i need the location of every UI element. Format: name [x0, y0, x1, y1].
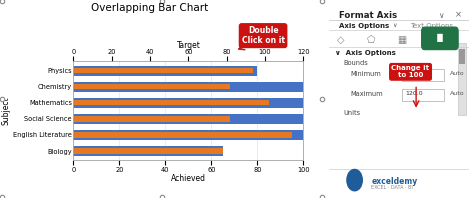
Text: Axis Options: Axis Options	[339, 23, 390, 29]
Bar	[458, 43, 466, 114]
Bar	[402, 89, 444, 101]
Text: ∨: ∨	[392, 23, 397, 28]
Bar	[459, 49, 465, 64]
FancyBboxPatch shape	[422, 27, 458, 50]
Bar	[73, 68, 253, 73]
Text: ▐: ▐	[429, 35, 437, 45]
Text: Maximum: Maximum	[350, 91, 383, 97]
Bar	[402, 69, 444, 81]
X-axis label: Achieved: Achieved	[171, 174, 206, 183]
Text: Text Options: Text Options	[410, 23, 454, 29]
Text: 120.0: 120.0	[405, 91, 422, 96]
Text: Double
Click on it: Double Click on it	[242, 26, 284, 45]
Text: Units: Units	[343, 110, 361, 116]
Text: Overlapping Bar Chart: Overlapping Bar Chart	[91, 3, 208, 13]
Text: ∨  Axis Options: ∨ Axis Options	[335, 50, 396, 56]
Text: Change it
to 100: Change it to 100	[392, 65, 429, 78]
Text: ∨: ∨	[438, 11, 444, 20]
Bar	[73, 148, 223, 154]
Text: ⬠: ⬠	[367, 35, 375, 45]
Text: ▦: ▦	[398, 35, 407, 45]
Bar	[73, 114, 303, 124]
Bar	[73, 146, 223, 156]
Text: Auto: Auto	[450, 71, 465, 76]
Circle shape	[347, 169, 362, 191]
Bar	[73, 100, 269, 106]
Bar	[73, 84, 230, 89]
Bar	[73, 98, 303, 108]
Text: Format Axis: Format Axis	[339, 11, 397, 20]
X-axis label: Target: Target	[176, 41, 201, 50]
Text: ◇: ◇	[337, 35, 345, 45]
Text: ▐▌: ▐▌	[433, 33, 447, 42]
Bar	[73, 116, 230, 122]
Text: exceldemy: exceldemy	[371, 177, 418, 186]
Bar	[73, 66, 257, 75]
Bar	[73, 132, 292, 138]
Y-axis label: Subject: Subject	[1, 97, 10, 125]
Bar	[73, 82, 303, 92]
Text: Bounds: Bounds	[343, 60, 368, 66]
Bar	[73, 130, 303, 140]
Text: Auto: Auto	[450, 91, 465, 96]
Text: Minimum: Minimum	[350, 71, 381, 77]
Text: ×: ×	[455, 11, 462, 20]
Text: 0.0: 0.0	[405, 71, 415, 76]
Text: EXCEL · DATA · BI: EXCEL · DATA · BI	[371, 185, 413, 190]
